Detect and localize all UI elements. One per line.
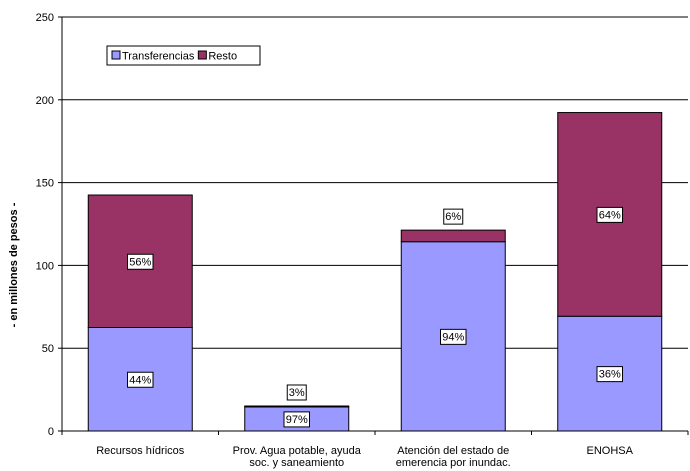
y-tick-label: 50 xyxy=(42,343,54,355)
bar-segment-resto xyxy=(400,229,506,243)
data-label-box xyxy=(440,328,467,345)
x-category-label: ENOHSA xyxy=(587,445,634,457)
data-label: 6% xyxy=(445,211,461,223)
legend-box xyxy=(106,45,261,66)
data-label-box xyxy=(596,206,623,223)
data-label: 64% xyxy=(599,209,621,221)
x-category-label: Atención del estado de xyxy=(397,445,509,457)
data-label: 94% xyxy=(442,331,464,343)
data-label-box xyxy=(286,384,307,401)
legend-label: Resto xyxy=(208,51,237,63)
legend-swatch-resto xyxy=(197,50,207,60)
x-category-label: Recursos hídricos xyxy=(96,445,185,457)
legend-label: Transferencias xyxy=(122,51,195,63)
data-label: 56% xyxy=(129,256,151,268)
data-label: 36% xyxy=(599,369,621,381)
data-label: 3% xyxy=(289,387,305,399)
bar-segment-resto xyxy=(244,405,350,408)
axes: 0 50 100 150 200 250 Recursos hídricos Prov. Ag… xyxy=(36,12,689,469)
data-labels: 44% 56% 97% 3% 94% 6% 36% 64% xyxy=(127,206,623,428)
data-label-box xyxy=(596,366,623,383)
data-label: 97% xyxy=(286,414,308,426)
bars xyxy=(87,112,663,432)
legend-swatch-transferencias xyxy=(111,50,121,60)
x-category-label: Prov. Agua potable, ayuda xyxy=(233,445,362,457)
data-label: 44% xyxy=(129,374,151,386)
y-tick-label: 200 xyxy=(36,95,54,107)
data-label-box xyxy=(443,208,464,225)
data-label-box xyxy=(127,253,154,270)
data-label-box xyxy=(283,411,310,428)
y-axis-label: - en millones de pesos - xyxy=(8,202,20,327)
legend: Transferencias Resto xyxy=(106,45,261,66)
x-category-label: emerencia por inundac. xyxy=(396,457,511,469)
x-category-label: soc. y saneamiento xyxy=(249,457,344,469)
data-label-box xyxy=(127,371,154,388)
y-tick-label: 0 xyxy=(48,426,54,438)
y-tick-label: 250 xyxy=(36,12,54,24)
y-tick-label: 100 xyxy=(36,260,54,272)
y-tick-label: 150 xyxy=(36,178,54,190)
